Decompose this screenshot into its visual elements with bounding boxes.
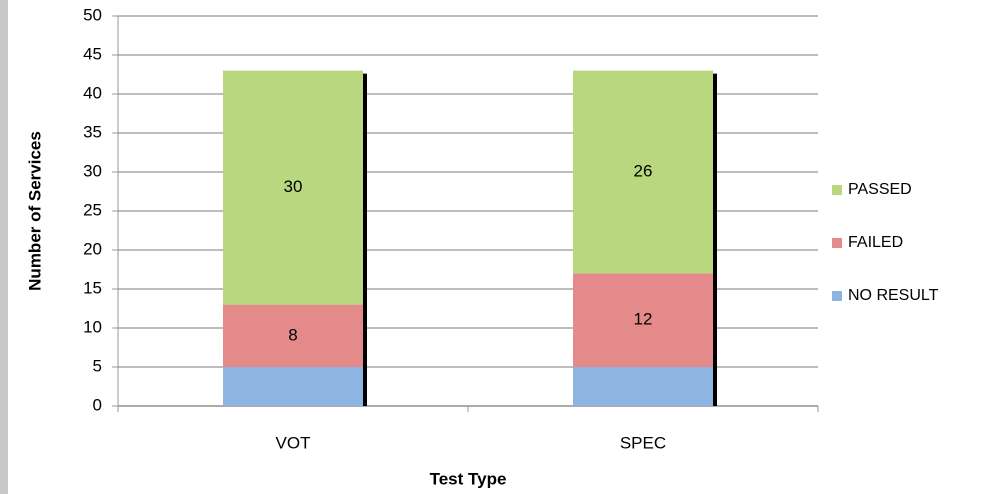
y-tick-label: 45: [83, 44, 102, 63]
y-tick-label: 35: [83, 122, 102, 141]
bar-segment: [573, 273, 713, 367]
y-axis-title: Number of Services: [25, 131, 44, 291]
x-tick-label: VOT: [276, 433, 311, 452]
data-label: 8: [288, 325, 297, 344]
legend-label: FAILED: [848, 234, 903, 251]
x-tick-label: SPEC: [620, 433, 666, 452]
y-tick-label: 30: [83, 161, 102, 180]
data-label: 26: [634, 161, 653, 180]
y-tick-label: 20: [83, 239, 102, 258]
bar-segment: [223, 367, 363, 406]
y-tick-label: 15: [83, 278, 102, 297]
bar-segment: [573, 367, 713, 406]
x-axis-title: Test Type: [430, 469, 507, 488]
data-label: 30: [284, 177, 303, 196]
bar-segment: [223, 304, 363, 367]
legend-swatch: [832, 291, 842, 301]
legend-swatch: [832, 185, 842, 195]
legend-swatch: [832, 238, 842, 248]
bar-segment: [223, 70, 363, 305]
y-tick-label: 40: [83, 83, 102, 102]
legend-label: NO RESULT: [848, 287, 939, 304]
data-label: 12: [634, 310, 653, 329]
y-tick-label: 25: [83, 200, 102, 219]
legend-label: PASSED: [848, 181, 912, 198]
y-tick-label: 5: [93, 356, 102, 375]
window-edge: [0, 0, 8, 494]
y-tick-label: 50: [83, 5, 102, 24]
bar-segment: [573, 70, 713, 274]
y-tick-label: 0: [93, 395, 102, 414]
y-tick-label: 10: [83, 317, 102, 336]
